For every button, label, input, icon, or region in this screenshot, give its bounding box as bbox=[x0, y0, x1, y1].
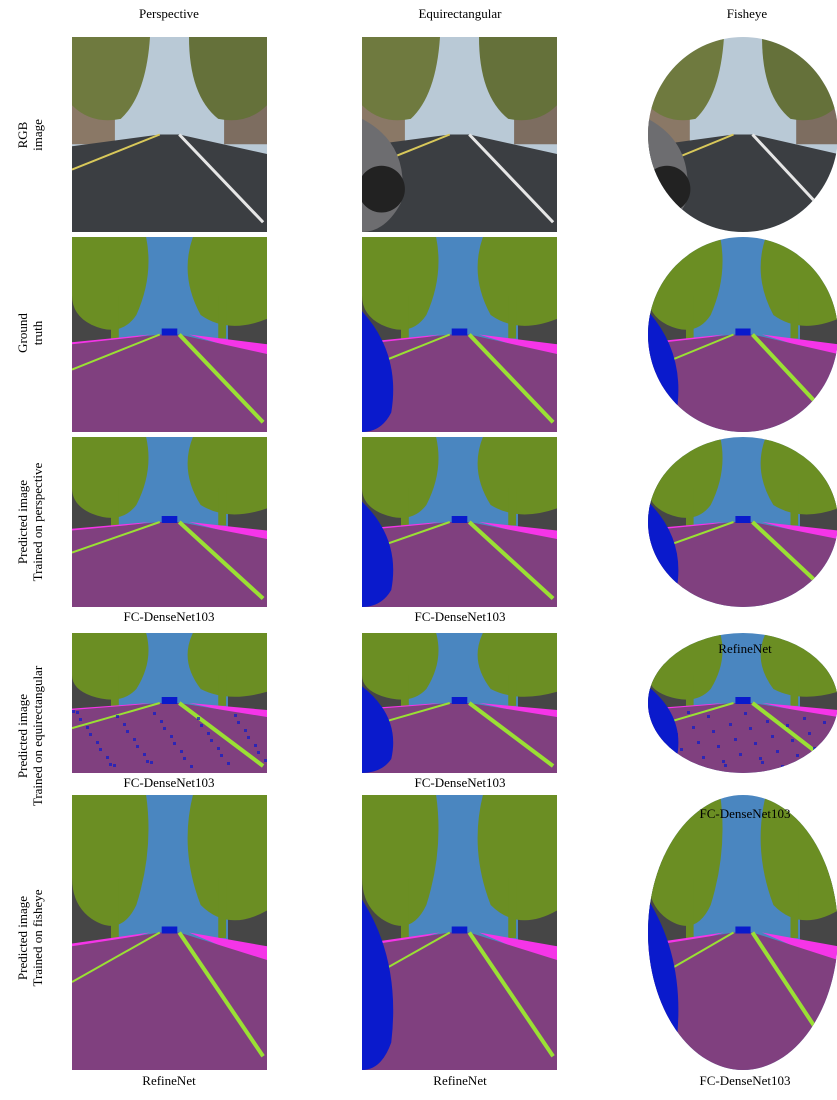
image-seg-row2-fisheye bbox=[648, 437, 837, 607]
row-label-line: truth bbox=[30, 320, 45, 346]
image-seg-row3-perspective bbox=[72, 633, 267, 773]
row-label-trained-perspective: Predicted image Trained on perspective bbox=[10, 427, 50, 617]
caption-r2-equirect: FC-DenseNet103 bbox=[414, 609, 506, 624]
row-label-line: Predicted image bbox=[15, 693, 30, 779]
image-rgb-row0-perspective bbox=[72, 37, 267, 232]
column-header-perspective: Perspective bbox=[139, 6, 199, 21]
row-label-trained-equirectangular: Predicted image Trained on equirectangul… bbox=[10, 641, 50, 831]
image-seg-row2-equirectangular bbox=[362, 437, 557, 607]
caption-r4-equirect: RefineNet bbox=[433, 1073, 487, 1088]
image-seg-row3-equirectangular bbox=[362, 633, 557, 773]
row-label-ground-truth: Ground truth bbox=[10, 238, 50, 428]
row-label-line: Trained on fisheye bbox=[30, 889, 45, 987]
caption-r4-fisheye: FC-DenseNet103 bbox=[699, 1073, 791, 1088]
row-label-trained-fisheye: Predicted image Trained on fisheye bbox=[10, 843, 50, 1033]
row-label-line: Ground bbox=[15, 313, 30, 353]
row-label-rgb: RGB image bbox=[10, 40, 50, 230]
caption-r3-perspective: FC-DenseNet103 bbox=[123, 775, 215, 790]
image-seg-row4-fisheye bbox=[648, 795, 837, 1070]
column-header-fisheye: Fisheye bbox=[726, 6, 768, 21]
image-seg-row1-perspective bbox=[72, 237, 267, 432]
image-seg-row1-equirectangular bbox=[362, 237, 557, 432]
image-rgb-row0-fisheye bbox=[648, 37, 837, 232]
image-seg-row4-perspective bbox=[72, 795, 267, 1070]
caption-r2-fisheye: RefineNet bbox=[718, 641, 772, 656]
row-label-line: RGB bbox=[15, 121, 30, 149]
image-seg-row4-equirectangular bbox=[362, 795, 557, 1070]
row-label-line: image bbox=[30, 119, 45, 151]
row-label-line: Trained on perspective bbox=[30, 462, 45, 582]
caption-r4-perspective: RefineNet bbox=[142, 1073, 196, 1088]
row-label-line: Trained on equirectangular bbox=[30, 665, 45, 807]
image-seg-row2-perspective bbox=[72, 437, 267, 607]
row-label-line: Predicted image bbox=[15, 479, 30, 565]
caption-r3-fisheye: FC-DenseNet103 bbox=[699, 806, 791, 821]
caption-r3-equirect: FC-DenseNet103 bbox=[414, 775, 506, 790]
image-seg-row1-fisheye bbox=[648, 237, 837, 432]
column-header-equirectangular: Equirectangular bbox=[418, 6, 502, 21]
row-label-line: Predicted image bbox=[15, 895, 30, 981]
caption-r2-perspective: FC-DenseNet103 bbox=[123, 609, 215, 624]
image-rgb-row0-equirectangular bbox=[362, 37, 557, 232]
